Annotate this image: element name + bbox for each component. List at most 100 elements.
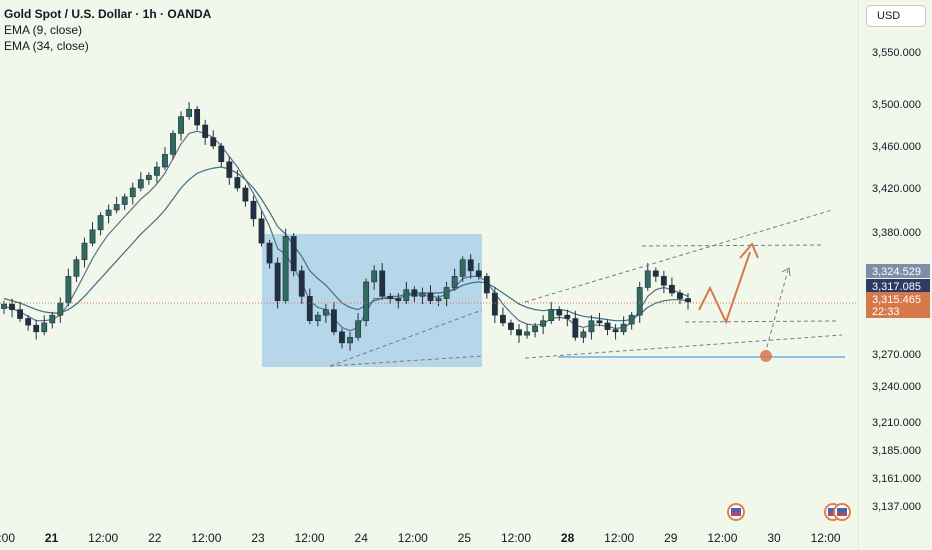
ema34-layer (3, 166, 689, 322)
x-tick-label: 22 (148, 531, 162, 545)
chart-legend: Gold Spot / U.S. Dollar · 1h · OANDA EMA… (4, 6, 211, 54)
resistance-line (641, 244, 823, 247)
projection-path-alt (764, 269, 789, 355)
indicator-ema34-label[interactable]: EMA (34, close) (4, 39, 89, 53)
trendline-box-diagonal (329, 309, 483, 367)
candle (451, 268, 458, 291)
candle (483, 273, 490, 299)
x-tick-label: 21 (45, 531, 59, 545)
candle (411, 286, 418, 302)
x-axis-ticks: 12:00 21 12:00 22 12:00 23 12:00 24 12:00 25 12:00… (0, 531, 841, 545)
candle (403, 281, 410, 305)
candle (628, 311, 635, 330)
y-tick-label: 3,185.000 (872, 445, 921, 457)
ema34-line (3, 166, 689, 322)
candle (572, 310, 579, 341)
x-tick-label: 29 (664, 531, 678, 545)
projection-arrowhead-alt (781, 267, 791, 277)
candle (129, 182, 136, 205)
price-label: 3,324.529 (872, 266, 921, 278)
x-tick-label: 12:00 (88, 531, 118, 545)
currency-label: USD (877, 10, 901, 22)
candle (49, 311, 56, 329)
candle (194, 106, 201, 131)
candle (331, 301, 337, 336)
candle (339, 328, 345, 349)
x-tick-label: 30 (767, 531, 781, 545)
candle (564, 309, 571, 327)
candle (491, 287, 498, 323)
candle (660, 270, 667, 293)
candle (242, 184, 249, 207)
candle (113, 196, 120, 214)
candle (612, 324, 619, 340)
candle (596, 312, 603, 327)
price-label-bg (866, 264, 930, 278)
candle (540, 315, 547, 335)
candle (210, 130, 217, 150)
candle (387, 293, 394, 305)
candle (65, 268, 72, 307)
candle (427, 285, 434, 305)
candle (97, 212, 104, 236)
candles-layer (1, 101, 691, 351)
trendline-box-bottom (329, 355, 483, 367)
candle (363, 278, 370, 327)
candle (347, 331, 353, 351)
target-marker (760, 350, 772, 362)
x-tick-label: 12:00 (707, 531, 737, 545)
candle (202, 119, 209, 145)
candle (395, 293, 402, 309)
x-tick-label: 12:00 (604, 531, 634, 545)
candle (105, 204, 112, 224)
candle (258, 211, 265, 247)
projection-path-up (698, 251, 751, 325)
candle (314, 311, 321, 327)
x-tick-label: 28 (561, 531, 575, 545)
x-tick-label: 12:00 (501, 531, 531, 545)
candle (306, 288, 313, 325)
candle (186, 101, 192, 120)
x-tick-label: 24 (355, 531, 369, 545)
candle (677, 289, 683, 305)
chart-title[interactable]: Gold Spot / U.S. Dollar · 1h · OANDA (4, 7, 212, 21)
indicator-ema9-label[interactable]: EMA (9, close) (4, 23, 83, 37)
x-tick-label: 12:00 (0, 531, 15, 545)
candle (234, 170, 241, 192)
y-tick-label: 3,550.000 (872, 47, 921, 59)
candle (371, 265, 378, 290)
candle (532, 322, 539, 338)
event-flag-icon[interactable] (727, 503, 745, 521)
candle (636, 281, 643, 323)
candle (355, 312, 361, 341)
candle (298, 265, 305, 305)
x-tick-label: 12:00 (191, 531, 221, 545)
y-axis-ticks: 3,550.000 3,500.000 3,460.000 3,420.000 3,38… (872, 47, 921, 513)
candle (516, 324, 522, 343)
candle (266, 239, 273, 269)
y-tick-label: 3,161.000 (872, 473, 921, 485)
currency-button[interactable]: USD (866, 5, 926, 27)
candle (137, 172, 144, 192)
candle (475, 263, 482, 280)
candle (419, 287, 426, 305)
candle (379, 263, 386, 300)
candle (620, 316, 627, 336)
candle (170, 130, 176, 160)
candle (556, 306, 563, 321)
candle (282, 228, 289, 305)
y-tick-label: 3,137.000 (872, 501, 921, 513)
candle (250, 195, 257, 227)
candle (178, 111, 184, 141)
candle (524, 324, 530, 339)
x-tick-label: 12:00 (295, 531, 325, 545)
candle (604, 319, 611, 336)
candle (580, 328, 587, 343)
candle (500, 307, 506, 327)
candle (9, 298, 15, 318)
candle (685, 293, 691, 310)
candle (668, 277, 675, 297)
event-flag-icon[interactable] (833, 503, 851, 521)
